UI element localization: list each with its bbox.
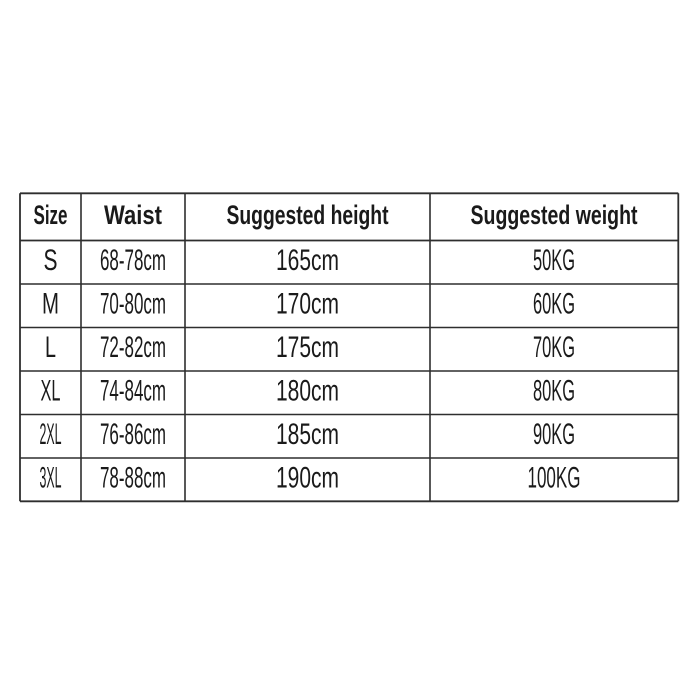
svg-text:170cm: 170cm	[276, 288, 339, 321]
svg-text:M: M	[42, 288, 59, 321]
svg-text:2XL: 2XL	[40, 418, 62, 451]
svg-text:S: S	[44, 244, 58, 277]
svg-text:60KG: 60KG	[533, 288, 575, 321]
svg-text:185cm: 185cm	[276, 418, 339, 451]
svg-text:100KG: 100KG	[528, 462, 581, 495]
svg-text:175cm: 175cm	[276, 331, 339, 364]
svg-text:74-84cm: 74-84cm	[100, 375, 166, 408]
svg-text:XL: XL	[41, 375, 61, 408]
svg-text:78-88cm: 78-88cm	[100, 462, 166, 495]
svg-text:Suggested height: Suggested height	[227, 200, 389, 230]
svg-text:190cm: 190cm	[276, 462, 339, 495]
svg-text:90KG: 90KG	[533, 418, 575, 451]
svg-text:70-80cm: 70-80cm	[100, 288, 166, 321]
svg-text:3XL: 3XL	[40, 462, 62, 495]
svg-text:72-82cm: 72-82cm	[100, 331, 166, 364]
svg-text:76-86cm: 76-86cm	[100, 418, 166, 451]
svg-text:Waist: Waist	[104, 200, 162, 230]
svg-text:165cm: 165cm	[276, 244, 339, 277]
svg-text:Suggested weight: Suggested weight	[471, 200, 638, 230]
svg-text:70KG: 70KG	[533, 331, 575, 364]
svg-text:50KG: 50KG	[533, 244, 575, 277]
svg-text:L: L	[45, 331, 56, 364]
svg-text:180cm: 180cm	[276, 375, 339, 408]
svg-text:68-78cm: 68-78cm	[100, 244, 166, 277]
svg-text:80KG: 80KG	[533, 375, 575, 408]
svg-text:Size: Size	[34, 200, 68, 230]
